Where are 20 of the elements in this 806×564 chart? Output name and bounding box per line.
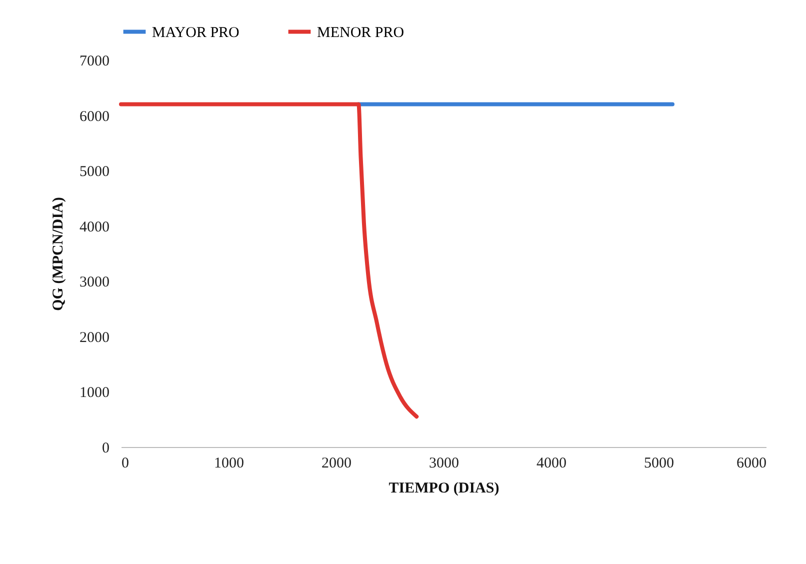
y-tick-label: 5000 — [80, 164, 110, 180]
x-axis-title: TIEMPO (DIAS) — [388, 480, 500, 496]
y-tick-label: 6000 — [80, 108, 110, 125]
legend-label: MAYOR PRO — [152, 24, 240, 41]
x-tick-label: 4000 — [536, 456, 566, 472]
x-tick-label: 5000 — [644, 456, 674, 472]
y-tick-label: 3000 — [80, 274, 110, 291]
x-tick-label: 3000 — [429, 456, 459, 472]
y-tick-label: 4000 — [80, 219, 110, 236]
x-tick-label: 2000 — [322, 456, 352, 472]
x-tick-label: 0 — [122, 456, 129, 472]
y-tick-label: 0 — [102, 440, 110, 456]
y-tick-label: 7000 — [80, 54, 110, 70]
y-tick-label: 1000 — [80, 385, 110, 402]
x-tick-label: 6000 — [736, 456, 766, 472]
y-tick-label: 2000 — [80, 330, 110, 346]
x-tick-label: 1000 — [214, 456, 244, 472]
line-series — [119, 102, 419, 419]
legend-label: MENOR PRO — [317, 24, 404, 41]
y-axis-title: QG (MPCN/DIA) — [50, 197, 66, 311]
